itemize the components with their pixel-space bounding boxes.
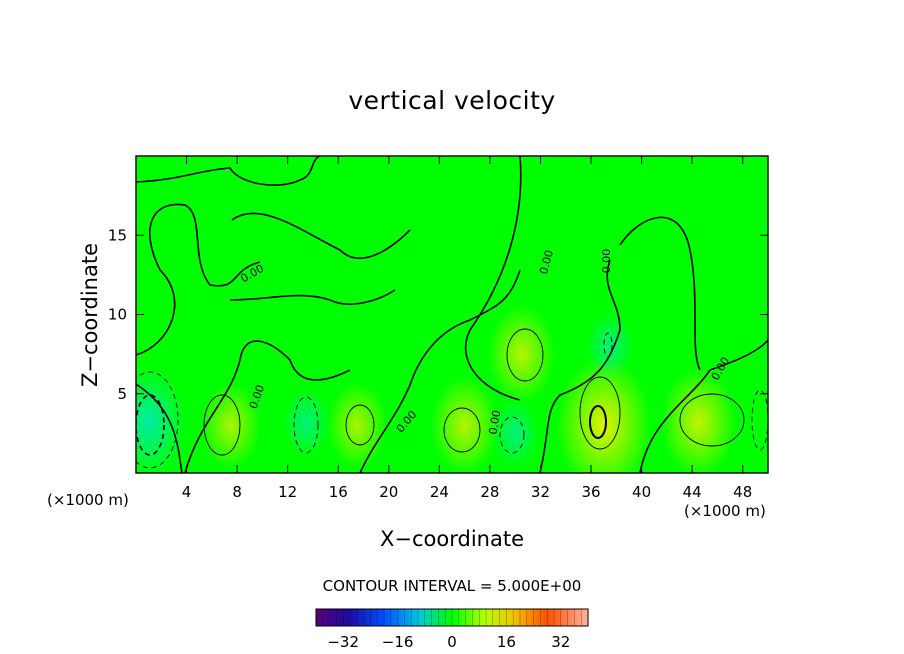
x-tick-label: 48 — [733, 483, 752, 501]
x-tick-label: 36 — [581, 483, 600, 501]
y-tick-label: 5 — [117, 385, 127, 403]
y-axis: 5 10 15 — [108, 226, 768, 403]
x-tick-label: 20 — [379, 483, 398, 501]
x-tick-label: 28 — [480, 483, 499, 501]
contour-rings — [203, 328, 745, 456]
x-tick-label: 8 — [232, 483, 242, 501]
chart-title: vertical velocity — [348, 86, 556, 115]
x-tick-label: 4 — [182, 483, 192, 501]
colorbar-tick-label: 0 — [447, 633, 457, 651]
colorbar-tick-label: 16 — [497, 633, 516, 651]
field-extremum — [282, 387, 331, 457]
field-extremum — [327, 382, 388, 469]
x-axis: 4 8 12 16 20 24 28 32 36 40 44 48 — [182, 156, 752, 501]
y-tick-label: 15 — [108, 226, 127, 244]
x-axis-label: X−coordinate — [380, 527, 524, 551]
field-extremum — [487, 305, 556, 404]
contour-label: 0.00 — [600, 249, 613, 274]
x-tick-label: 40 — [632, 483, 651, 501]
contour-label: 0.00 — [537, 249, 556, 276]
x-tick-label: 32 — [531, 483, 550, 501]
x-tick-label: 24 — [430, 483, 449, 501]
colorbar-tick-label: 32 — [551, 633, 570, 651]
colorbar-tick-label: −32 — [327, 633, 359, 651]
field-extremum — [491, 398, 540, 468]
colorbar-frame — [315, 608, 589, 627]
field-extremum — [586, 311, 634, 381]
zero-contour-lines — [136, 156, 768, 473]
colorbar-segments — [315, 609, 589, 626]
negative-contours — [136, 332, 768, 469]
x-unit-label-left: (×1000 m) — [47, 491, 129, 509]
y-axis-label: Z−coordinate — [78, 243, 102, 387]
colorbar-tick-label: −16 — [382, 633, 414, 651]
x-unit-label-right: (×1000 m) — [684, 502, 766, 520]
x-tick-label: 44 — [683, 483, 702, 501]
y-tick-label: 10 — [108, 306, 127, 324]
contour-label: 0.00 — [486, 409, 503, 435]
colorbar-ticks: −32 −16 0 16 32 — [327, 633, 570, 651]
x-tick-label: 12 — [278, 483, 297, 501]
field-extremum — [430, 376, 499, 473]
x-tick-label: 16 — [329, 483, 348, 501]
contour-interval-label: CONTOUR INTERVAL = 5.000E+00 — [322, 577, 582, 595]
colorbar: −32 −16 0 16 32 — [315, 608, 589, 651]
field-extremum — [200, 382, 261, 469]
